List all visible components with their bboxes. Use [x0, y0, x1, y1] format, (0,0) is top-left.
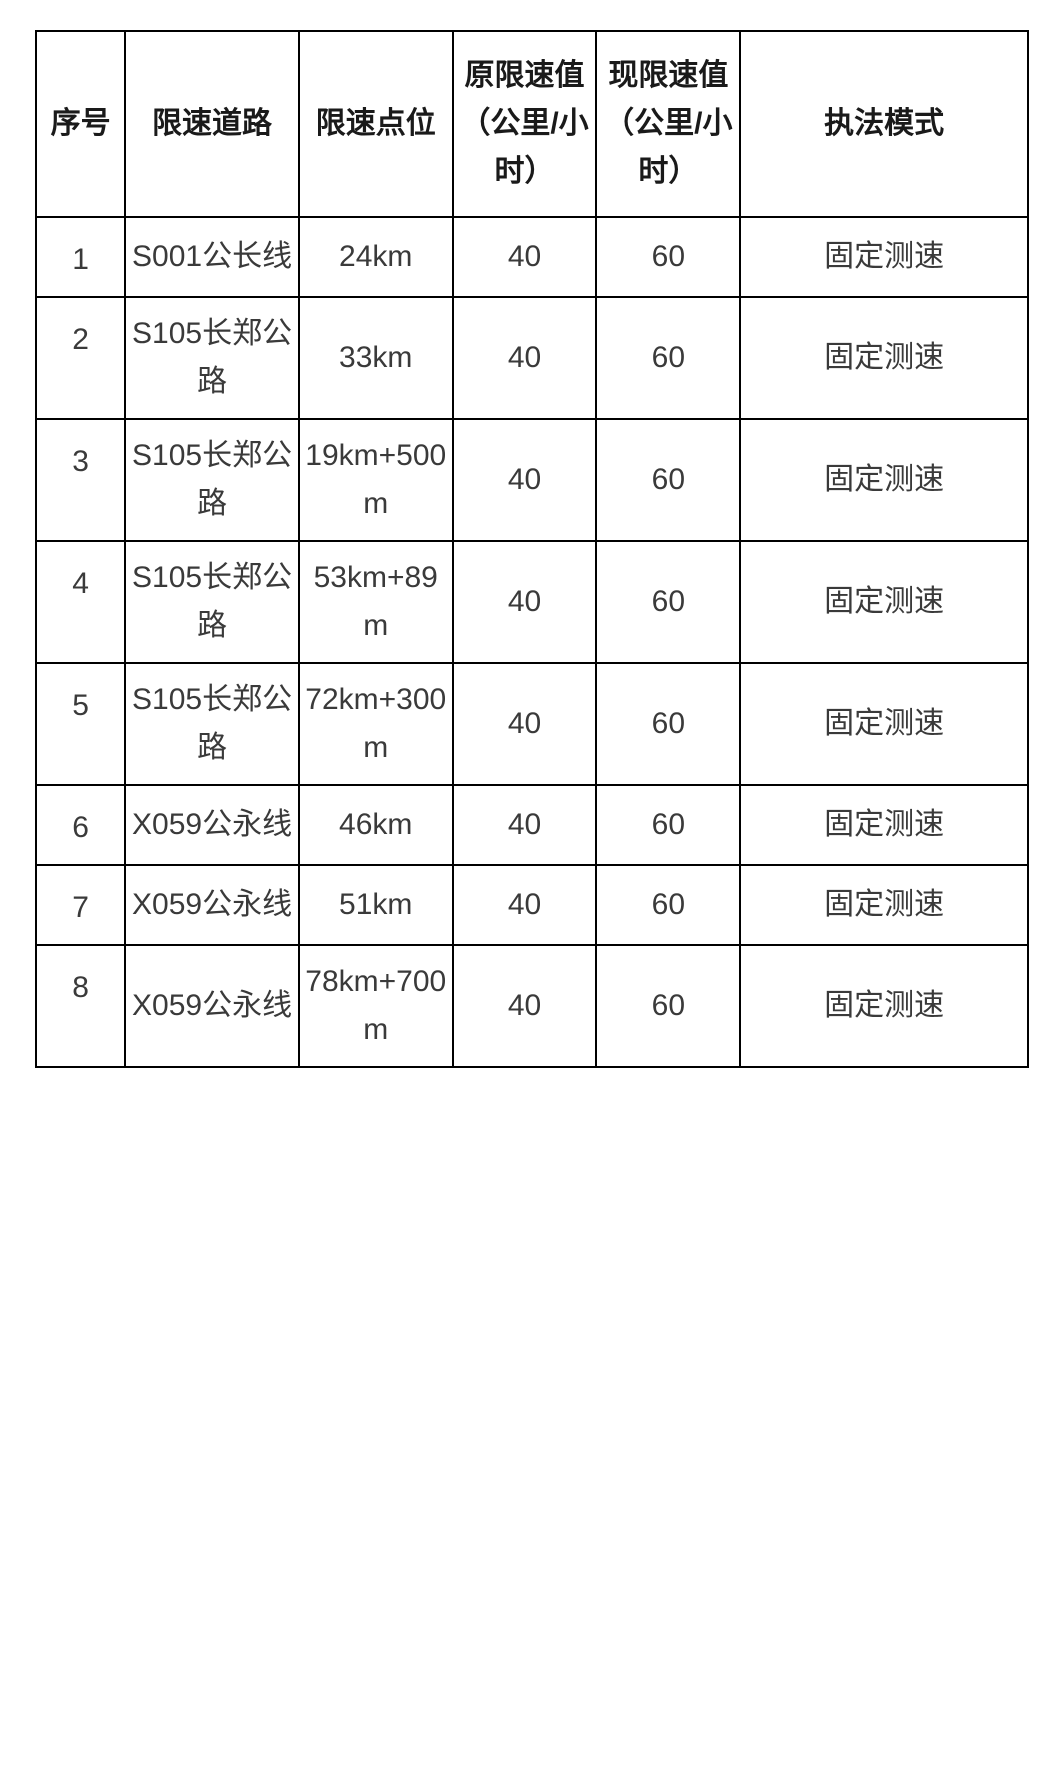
cell-curr_limit: 60: [596, 541, 740, 663]
cell-seq: 6: [36, 785, 125, 865]
cell-point: 53km+89m: [299, 541, 453, 663]
cell-orig_limit: 40: [453, 541, 597, 663]
table-row: 5S105长郑公路72km+300m4060固定测速: [36, 663, 1028, 785]
cell-road: X059公永线: [125, 865, 299, 945]
cell-seq: 1: [36, 217, 125, 297]
cell-seq: 2: [36, 297, 125, 419]
table-row: 4S105长郑公路53km+89m4060固定测速: [36, 541, 1028, 663]
cell-point: 72km+300m: [299, 663, 453, 785]
cell-curr_limit: 60: [596, 217, 740, 297]
header-road: 限速道路: [125, 31, 299, 217]
cell-point: 24km: [299, 217, 453, 297]
table-row: 2S105长郑公路33km4060固定测速: [36, 297, 1028, 419]
cell-curr_limit: 60: [596, 785, 740, 865]
cell-point: 46km: [299, 785, 453, 865]
cell-road: S105长郑公路: [125, 663, 299, 785]
cell-road: X059公永线: [125, 945, 299, 1067]
cell-road: X059公永线: [125, 785, 299, 865]
cell-seq: 3: [36, 419, 125, 541]
table-body: 1S001公长线24km4060固定测速2S105长郑公路33km4060固定测…: [36, 217, 1028, 1067]
cell-curr_limit: 60: [596, 945, 740, 1067]
header-curr-limit: 现限速值（公里/小时）: [596, 31, 740, 217]
table-row: 1S001公长线24km4060固定测速: [36, 217, 1028, 297]
cell-curr_limit: 60: [596, 865, 740, 945]
cell-orig_limit: 40: [453, 297, 597, 419]
cell-orig_limit: 40: [453, 865, 597, 945]
cell-mode: 固定测速: [740, 541, 1028, 663]
table-row: 3S105长郑公路19km+500m4060固定测速: [36, 419, 1028, 541]
cell-seq: 4: [36, 541, 125, 663]
cell-orig_limit: 40: [453, 663, 597, 785]
table-row: 7X059公永线51km4060固定测速: [36, 865, 1028, 945]
cell-orig_limit: 40: [453, 785, 597, 865]
header-point: 限速点位: [299, 31, 453, 217]
cell-curr_limit: 60: [596, 419, 740, 541]
cell-orig_limit: 40: [453, 945, 597, 1067]
cell-orig_limit: 40: [453, 217, 597, 297]
cell-road: S105长郑公路: [125, 297, 299, 419]
header-orig-limit: 原限速值（公里/小时）: [453, 31, 597, 217]
speed-limit-table: 序号 限速道路 限速点位 原限速值（公里/小时） 现限速值（公里/小时） 执法模…: [35, 30, 1029, 1068]
cell-seq: 5: [36, 663, 125, 785]
cell-point: 78km+700m: [299, 945, 453, 1067]
table-row: 8X059公永线78km+700m4060固定测速: [36, 945, 1028, 1067]
cell-curr_limit: 60: [596, 663, 740, 785]
header-seq: 序号: [36, 31, 125, 217]
cell-point: 51km: [299, 865, 453, 945]
cell-seq: 8: [36, 945, 125, 1067]
cell-mode: 固定测速: [740, 663, 1028, 785]
cell-road: S105长郑公路: [125, 541, 299, 663]
cell-mode: 固定测速: [740, 297, 1028, 419]
cell-mode: 固定测速: [740, 419, 1028, 541]
cell-mode: 固定测速: [740, 217, 1028, 297]
cell-curr_limit: 60: [596, 297, 740, 419]
cell-seq: 7: [36, 865, 125, 945]
header-mode: 执法模式: [740, 31, 1028, 217]
table-row: 6X059公永线46km4060固定测速: [36, 785, 1028, 865]
table-header-row: 序号 限速道路 限速点位 原限速值（公里/小时） 现限速值（公里/小时） 执法模…: [36, 31, 1028, 217]
cell-mode: 固定测速: [740, 785, 1028, 865]
cell-mode: 固定测速: [740, 945, 1028, 1067]
cell-road: S105长郑公路: [125, 419, 299, 541]
cell-point: 19km+500m: [299, 419, 453, 541]
cell-point: 33km: [299, 297, 453, 419]
cell-orig_limit: 40: [453, 419, 597, 541]
cell-road: S001公长线: [125, 217, 299, 297]
cell-mode: 固定测速: [740, 865, 1028, 945]
